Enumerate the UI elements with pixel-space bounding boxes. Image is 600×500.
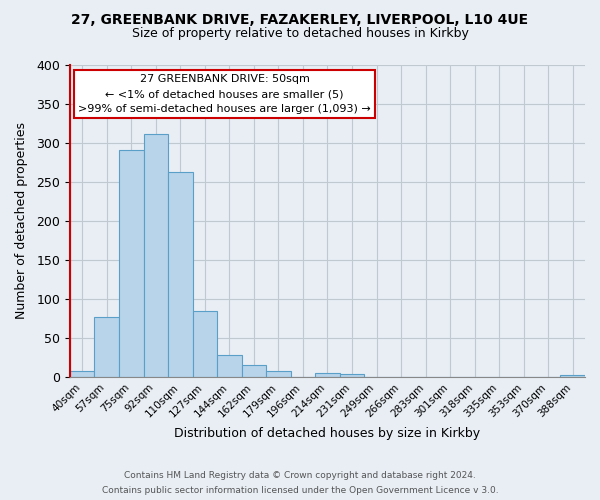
- Text: Size of property relative to detached houses in Kirkby: Size of property relative to detached ho…: [131, 28, 469, 40]
- Bar: [315, 373, 340, 377]
- Text: 27 GREENBANK DRIVE: 50sqm
← <1% of detached houses are smaller (5)
>99% of semi-: 27 GREENBANK DRIVE: 50sqm ← <1% of detac…: [78, 74, 371, 114]
- Bar: [70, 370, 94, 377]
- Bar: [242, 365, 266, 377]
- Bar: [193, 310, 217, 377]
- Bar: [94, 317, 119, 377]
- Bar: [217, 355, 242, 377]
- Bar: [340, 374, 364, 377]
- Bar: [119, 150, 143, 377]
- Text: Contains HM Land Registry data © Crown copyright and database right 2024.: Contains HM Land Registry data © Crown c…: [124, 471, 476, 480]
- Text: Contains public sector information licensed under the Open Government Licence v : Contains public sector information licen…: [101, 486, 499, 495]
- Y-axis label: Number of detached properties: Number of detached properties: [15, 122, 28, 320]
- Text: 27, GREENBANK DRIVE, FAZAKERLEY, LIVERPOOL, L10 4UE: 27, GREENBANK DRIVE, FAZAKERLEY, LIVERPO…: [71, 12, 529, 26]
- Bar: [168, 172, 193, 377]
- Bar: [143, 134, 168, 377]
- Bar: [266, 370, 290, 377]
- Bar: [560, 374, 585, 377]
- X-axis label: Distribution of detached houses by size in Kirkby: Distribution of detached houses by size …: [175, 427, 481, 440]
